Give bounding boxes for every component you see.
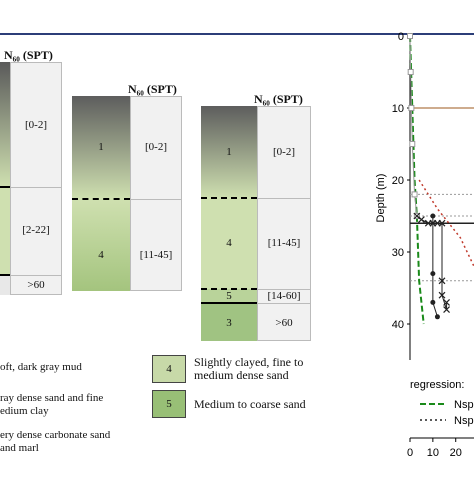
profile-3-range-divider-1: [257, 198, 311, 199]
series-2-point: [438, 277, 446, 285]
profile-2-range-divider-1: [130, 199, 182, 200]
regression-legend-label-1: Nsp: [454, 399, 474, 411]
profile-1-range-2: [2-22]: [22, 224, 50, 236]
profile-2-boundary-1: [72, 198, 130, 200]
profile-2-unit-2: 4: [98, 249, 104, 261]
profile-3-unit-2: 4: [226, 237, 232, 249]
y-tick-label: 40: [392, 319, 404, 331]
series-1-point: [409, 141, 416, 147]
profile-1-range-divider-1: [10, 187, 62, 188]
profile-3-range-3: [14-60]: [267, 290, 301, 302]
legend-item-unit-5: Medium to coarse sand: [194, 397, 306, 411]
series-2-point: [438, 291, 446, 299]
legend-item-dense-sand-clay: ray dense sand and fine edium clay: [0, 392, 104, 417]
x-tick-label: 20: [450, 447, 462, 459]
profile-3-unit-1: 1: [226, 146, 232, 158]
series-2-point: [443, 298, 450, 306]
depth-chart-svg: 0 10 20 30 40 Depth (m) regression: Nsp Nsp 0 10 20: [375, 31, 474, 459]
profile-2-layer-1: [72, 96, 130, 199]
series-1-point: [408, 105, 415, 111]
profile-1-range-divider-2: [10, 275, 62, 276]
series-2-point: [438, 219, 446, 227]
series-1-line: [409, 35, 418, 217]
regression-line-2: [418, 179, 474, 267]
profile-3-unit-4: 3: [226, 317, 232, 329]
legend-item-carbonate-sand: ery dense carbonate sand and marl: [0, 429, 111, 454]
profile-2-layer-2: [72, 199, 130, 291]
series-2-point: [413, 212, 421, 220]
depth-chart: 0 10 20 30 40 Depth (m) regression: Nsp Nsp 0 10 20: [370, 30, 474, 474]
profile-1-header: N₆₀ (SPT): [4, 48, 53, 62]
profile-1-range-column: [10, 62, 62, 295]
profile-3-layer-4: [201, 303, 257, 341]
series-1-point: [411, 191, 418, 198]
series-3-point: [430, 299, 436, 305]
profile-2-header: N₆₀ (SPT): [128, 82, 177, 96]
series-3-point: [430, 213, 436, 219]
y-tick-label: 20: [392, 175, 404, 187]
legend-swatch-4: 4: [152, 355, 186, 383]
top-divider: [0, 33, 474, 35]
profile-3-header: N₆₀ (SPT): [254, 92, 303, 106]
profile-1-boundary-2: [0, 274, 10, 276]
profile-2-range-column: [130, 96, 182, 291]
profile-3-range-4: >60: [275, 317, 293, 329]
profile-1-layer-1: [0, 62, 10, 187]
y-tick-label: 30: [392, 247, 404, 259]
legend-item-mud: oft, dark gray mud: [0, 361, 82, 373]
x-tick-label: 10: [427, 447, 439, 459]
series-1-point: [407, 33, 413, 39]
profile-3-range-1: [0-2]: [273, 146, 295, 158]
regression-legend-title: regression:: [410, 379, 464, 391]
profile-3-boundary-2: [201, 288, 257, 290]
profile-3-range-divider-2: [257, 289, 311, 290]
y-tick-label: 10: [392, 103, 404, 115]
profile-2-range-2: [11-45]: [139, 249, 173, 261]
profile-3-unit-3: 5: [226, 290, 232, 302]
profile-1-range-1: [0-2]: [25, 119, 47, 131]
series-2-point: [443, 306, 450, 314]
profile-3-range-divider-3: [257, 303, 311, 304]
profile-3-layer-3: [201, 289, 257, 303]
series-2-line: [416, 215, 448, 310]
series-3-point: [434, 314, 440, 320]
profile-3-layer-2: [201, 198, 257, 289]
profile-3-layer-1: [201, 106, 257, 198]
profile-1-range-3: >60: [27, 279, 45, 291]
profile-3-boundary-3: [201, 302, 257, 304]
series-3-point: [430, 271, 436, 277]
profile-2-range-1: [0-2]: [145, 141, 167, 153]
series-3-line: [432, 216, 438, 317]
y-tick-label: 0: [398, 31, 404, 43]
profile-2-unit-1: 1: [98, 141, 104, 153]
regression-line-1: [409, 35, 425, 325]
y-axis-label: Depth (m): [375, 174, 387, 223]
regression-legend-label-2: Nsp: [454, 415, 474, 427]
profile-1-layer-2: [0, 187, 10, 275]
profile-1-boundary-1: [0, 186, 10, 188]
profile-3-range-2: [11-45]: [267, 237, 301, 249]
series-2-point: [418, 216, 425, 224]
series-1-point: [407, 69, 414, 75]
profile-3-boundary-1: [201, 197, 257, 199]
x-tick-label: 0: [407, 447, 413, 459]
legend-item-unit-4: Slightly clayed, fine to medium dense sa…: [194, 355, 304, 382]
profile-1-layer-3: [0, 275, 10, 295]
profile-3-range-column: [257, 106, 311, 341]
legend-swatch-5: 5: [152, 390, 186, 418]
